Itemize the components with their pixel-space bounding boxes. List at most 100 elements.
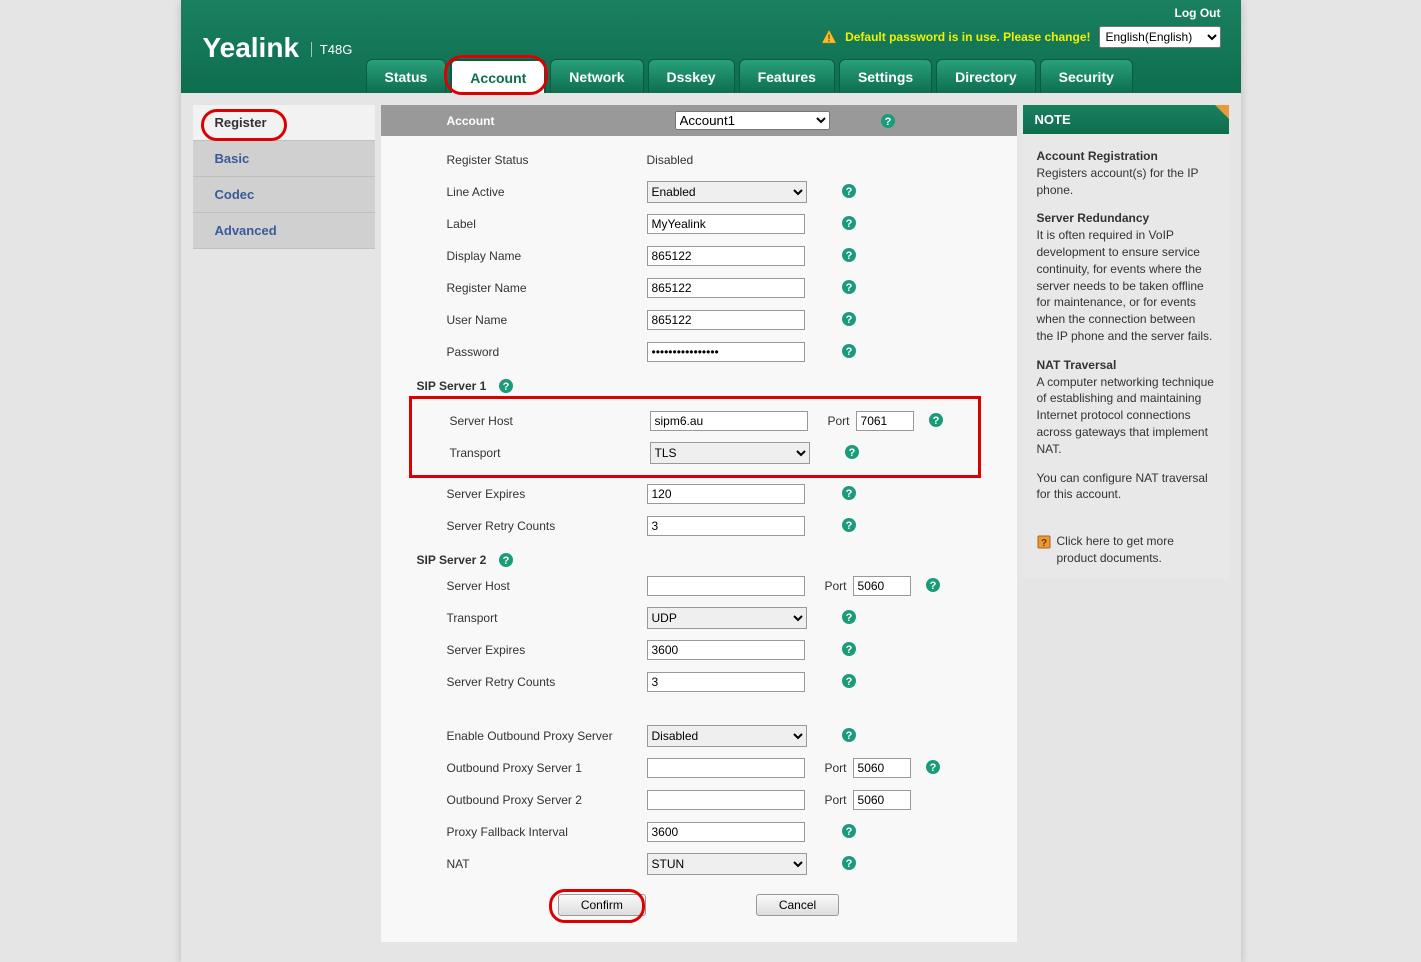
help-icon[interactable] xyxy=(841,609,857,625)
help-icon[interactable] xyxy=(928,412,944,428)
sidebar-item-register[interactable]: Register xyxy=(193,105,375,141)
note-panel: NOTE Account Registration Registers acco… xyxy=(1023,105,1229,579)
sidebar-item-basic[interactable]: Basic xyxy=(193,141,375,177)
register-status-value: Disabled xyxy=(647,153,827,167)
sip1-retry-input[interactable] xyxy=(647,516,805,536)
note-s2-title: Server Redundancy xyxy=(1037,210,1215,227)
help-icon[interactable] xyxy=(841,485,857,501)
nat-select[interactable]: STUN xyxy=(647,853,807,875)
password-input[interactable] xyxy=(647,342,805,362)
sip2-expires-input[interactable] xyxy=(647,640,805,660)
sip2-retry-label: Server Retry Counts xyxy=(417,675,647,689)
outbound-s1-input[interactable] xyxy=(647,758,805,778)
sip1-transport-select[interactable]: TLS xyxy=(650,442,810,464)
outbound-s2-port-label: Port xyxy=(825,793,847,807)
sip2-port-input[interactable] xyxy=(853,576,911,596)
help-icon[interactable] xyxy=(925,759,941,775)
confirm-button[interactable]: Confirm xyxy=(558,894,646,916)
help-icon[interactable] xyxy=(841,343,857,359)
sip1-port-input[interactable] xyxy=(856,411,914,431)
tab-settings[interactable]: Settings xyxy=(839,59,932,93)
outbound-s2-input[interactable] xyxy=(647,790,805,810)
note-s1-title: Account Registration xyxy=(1037,148,1215,165)
register-status-label: Register Status xyxy=(417,153,647,167)
tab-account[interactable]: Account xyxy=(450,59,546,93)
sip1-expires-label: Server Expires xyxy=(417,487,647,501)
help-icon[interactable] xyxy=(841,247,857,263)
help-icon[interactable] xyxy=(841,215,857,231)
help-icon[interactable] xyxy=(925,577,941,593)
help-icon[interactable] xyxy=(841,727,857,743)
help-icon[interactable] xyxy=(841,641,857,657)
account-select[interactable]: Account1 xyxy=(675,111,830,130)
line-active-select[interactable]: Enabled xyxy=(647,181,807,203)
help-icon[interactable] xyxy=(498,378,514,394)
note-s1-body: Registers account(s) for the IP phone. xyxy=(1037,165,1215,199)
warning-text: Default password is in use. Please chang… xyxy=(845,30,1090,44)
sip1-highlight-box: Server Host Port Transport TLS xyxy=(409,396,981,478)
sip1-title: SIP Server 1 xyxy=(417,368,981,396)
help-icon[interactable] xyxy=(880,113,896,129)
help-icon[interactable] xyxy=(844,444,860,460)
help-icon[interactable] xyxy=(841,855,857,871)
logo: Yealink T48G xyxy=(203,32,353,64)
note-corner-icon xyxy=(1215,105,1229,119)
proxy-fallback-input[interactable] xyxy=(647,822,805,842)
help-icon[interactable] xyxy=(841,823,857,839)
outbound-s1-label: Outbound Proxy Server 1 xyxy=(417,761,647,775)
warning-icon xyxy=(821,29,837,45)
sidebar: RegisterBasicCodecAdvanced xyxy=(193,105,375,249)
sip2-host-input[interactable] xyxy=(647,576,805,596)
user-name-label: User Name xyxy=(417,313,647,327)
sip1-transport-label: Transport xyxy=(420,446,650,460)
label-label: Label xyxy=(417,217,647,231)
header: Yealink T48G Log Out Default password is… xyxy=(181,0,1241,93)
sip2-transport-select[interactable]: UDP xyxy=(647,607,807,629)
sidebar-item-codec[interactable]: Codec xyxy=(193,177,375,213)
line-active-label: Line Active xyxy=(417,185,647,199)
outbound-s2-label: Outbound Proxy Server 2 xyxy=(417,793,647,807)
sip2-port-label: Port xyxy=(825,579,847,593)
doc-link[interactable]: Click here to get more product documents… xyxy=(1037,533,1215,567)
tab-features[interactable]: Features xyxy=(739,59,835,93)
language-select[interactable]: English(English) xyxy=(1099,26,1221,48)
outbound-s2-port-input[interactable] xyxy=(853,790,911,810)
document-icon xyxy=(1037,535,1051,549)
outbound-s1-port-input[interactable] xyxy=(853,758,911,778)
sip1-expires-input[interactable] xyxy=(647,484,805,504)
register-name-input[interactable] xyxy=(647,278,805,298)
tab-bar: StatusAccountNetworkDsskeyFeaturesSettin… xyxy=(366,59,1133,93)
help-icon[interactable] xyxy=(841,183,857,199)
sidebar-item-advanced[interactable]: Advanced xyxy=(193,213,375,249)
outbound-enable-label: Enable Outbound Proxy Server xyxy=(417,729,647,743)
help-icon[interactable] xyxy=(841,279,857,295)
sip1-port-label: Port xyxy=(828,414,850,428)
help-icon[interactable] xyxy=(498,552,514,568)
display-name-label: Display Name xyxy=(417,249,647,263)
sip2-retry-input[interactable] xyxy=(647,672,805,692)
help-icon[interactable] xyxy=(841,517,857,533)
help-icon[interactable] xyxy=(841,311,857,327)
sip2-host-label: Server Host xyxy=(417,579,647,593)
tab-status[interactable]: Status xyxy=(366,59,447,93)
sip1-host-input[interactable] xyxy=(650,411,808,431)
outbound-s1-port-label: Port xyxy=(825,761,847,775)
note-s3-title: NAT Traversal xyxy=(1037,357,1215,374)
cancel-button[interactable]: Cancel xyxy=(756,894,839,916)
logout-link[interactable]: Log Out xyxy=(1175,6,1221,20)
sip1-retry-label: Server Retry Counts xyxy=(417,519,647,533)
tab-dsskey[interactable]: Dsskey xyxy=(648,59,735,93)
proxy-fallback-label: Proxy Fallback Interval xyxy=(417,825,647,839)
sip1-host-label: Server Host xyxy=(420,414,650,428)
tab-directory[interactable]: Directory xyxy=(936,59,1035,93)
sip2-title: SIP Server 2 xyxy=(417,542,981,570)
tab-security[interactable]: Security xyxy=(1040,59,1133,93)
label-input[interactable] xyxy=(647,214,805,234)
password-label: Password xyxy=(417,345,647,359)
display-name-input[interactable] xyxy=(647,246,805,266)
note-title: NOTE xyxy=(1023,105,1229,134)
tab-network[interactable]: Network xyxy=(550,59,643,93)
outbound-enable-select[interactable]: Disabled xyxy=(647,725,807,747)
user-name-input[interactable] xyxy=(647,310,805,330)
help-icon[interactable] xyxy=(841,673,857,689)
